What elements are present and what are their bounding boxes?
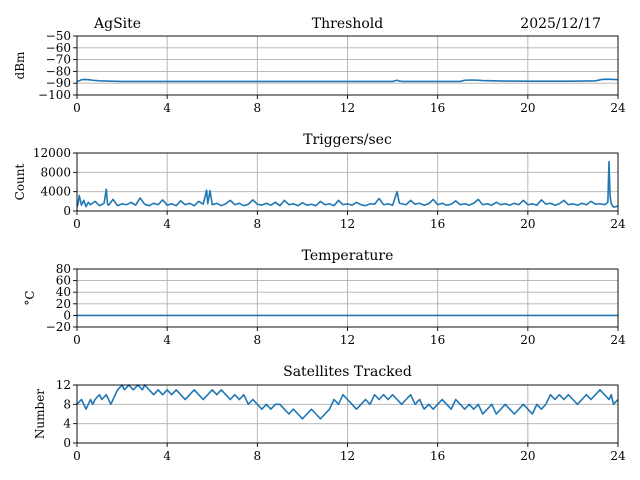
x-tick-label: 0	[73, 449, 81, 463]
y-tick-label: 80	[56, 262, 71, 276]
site-label: AgSite	[93, 16, 141, 32]
x-tick-label: 4	[163, 101, 171, 115]
y-tick-label: 0	[63, 204, 71, 218]
x-tick-label: 8	[254, 101, 262, 115]
x-tick-label: 12	[340, 333, 355, 347]
y-tick-label: 12000	[33, 146, 71, 160]
y-tick-label: 0	[63, 436, 71, 450]
x-tick-label: 20	[520, 333, 535, 347]
x-tick-label: 12	[340, 449, 355, 463]
x-tick-label: 24	[610, 449, 626, 463]
chart-panel-4: 0 4 8 12 16 20 24 0 4 8 12 Satellites Tracked Number	[33, 364, 626, 463]
chart-title: Threshold	[312, 16, 383, 32]
x-tick-label: 20	[520, 101, 535, 115]
y-axis-label: Number	[33, 389, 47, 439]
y-axis-label: °C	[23, 290, 37, 305]
x-tick-label: 8	[254, 333, 262, 347]
y-tick-label: −60	[46, 41, 71, 55]
y-tick-label: −100	[38, 88, 71, 102]
x-tick-label: 16	[430, 333, 445, 347]
x-tick-label: 8	[254, 217, 262, 231]
y-axis-label: Count	[13, 163, 27, 200]
chart-panel-2: 0 4 8 12 16 20 24 0 4000 8000 12000 Triggers/sec Cou…	[13, 132, 626, 231]
y-tick-label: 4	[63, 417, 71, 431]
x-tick-label: 24	[610, 217, 626, 231]
y-tick-label: −70	[46, 53, 71, 67]
x-tick-label: 20	[520, 449, 535, 463]
x-tick-label: 0	[73, 101, 81, 115]
date-label: 2025/12/17	[520, 16, 601, 32]
y-tick-label: 8000	[40, 165, 71, 179]
x-tick-label: 4	[163, 333, 171, 347]
y-tick-label: 40	[56, 285, 71, 299]
y-axis-label: dBm	[13, 51, 27, 80]
x-tick-label: 0	[73, 333, 81, 347]
y-tick-label: −90	[46, 76, 71, 90]
series-line	[76, 78, 619, 83]
x-tick-label: 24	[610, 101, 626, 115]
x-tick-label: 16	[430, 101, 445, 115]
y-tick-label: 0	[63, 308, 71, 322]
chart-title: Temperature	[302, 248, 394, 264]
chart-panel-1: 0 4 8 12 16 20 24 −100−90−80−70−60−50 Threshold d…	[13, 16, 626, 115]
y-tick-label: 12	[56, 378, 71, 392]
y-tick-label: −20	[46, 320, 71, 334]
x-tick-label: 12	[340, 217, 355, 231]
charts-group: 0 4 8 12 16 20 24 −100−90−80−70−60−50 Threshold d…	[13, 16, 626, 463]
y-tick-label: 60	[56, 274, 71, 288]
x-tick-label: 4	[163, 217, 171, 231]
y-tick-label: 20	[56, 297, 71, 311]
chart-title: Triggers/sec	[303, 132, 392, 148]
chart-title: Satellites Tracked	[283, 364, 412, 380]
y-tick-label: −80	[46, 64, 71, 78]
x-tick-label: 24	[610, 333, 626, 347]
x-tick-label: 4	[163, 449, 171, 463]
x-tick-label: 0	[73, 217, 81, 231]
y-tick-label: −50	[46, 29, 71, 43]
y-tick-label: 4000	[40, 185, 71, 199]
x-tick-label: 20	[520, 217, 535, 231]
x-tick-label: 16	[430, 449, 445, 463]
y-tick-label: 8	[63, 397, 71, 411]
series-line	[76, 160, 619, 208]
x-tick-label: 12	[340, 101, 355, 115]
x-tick-label: 16	[430, 217, 445, 231]
x-tick-label: 8	[254, 449, 262, 463]
series-line	[76, 384, 619, 420]
